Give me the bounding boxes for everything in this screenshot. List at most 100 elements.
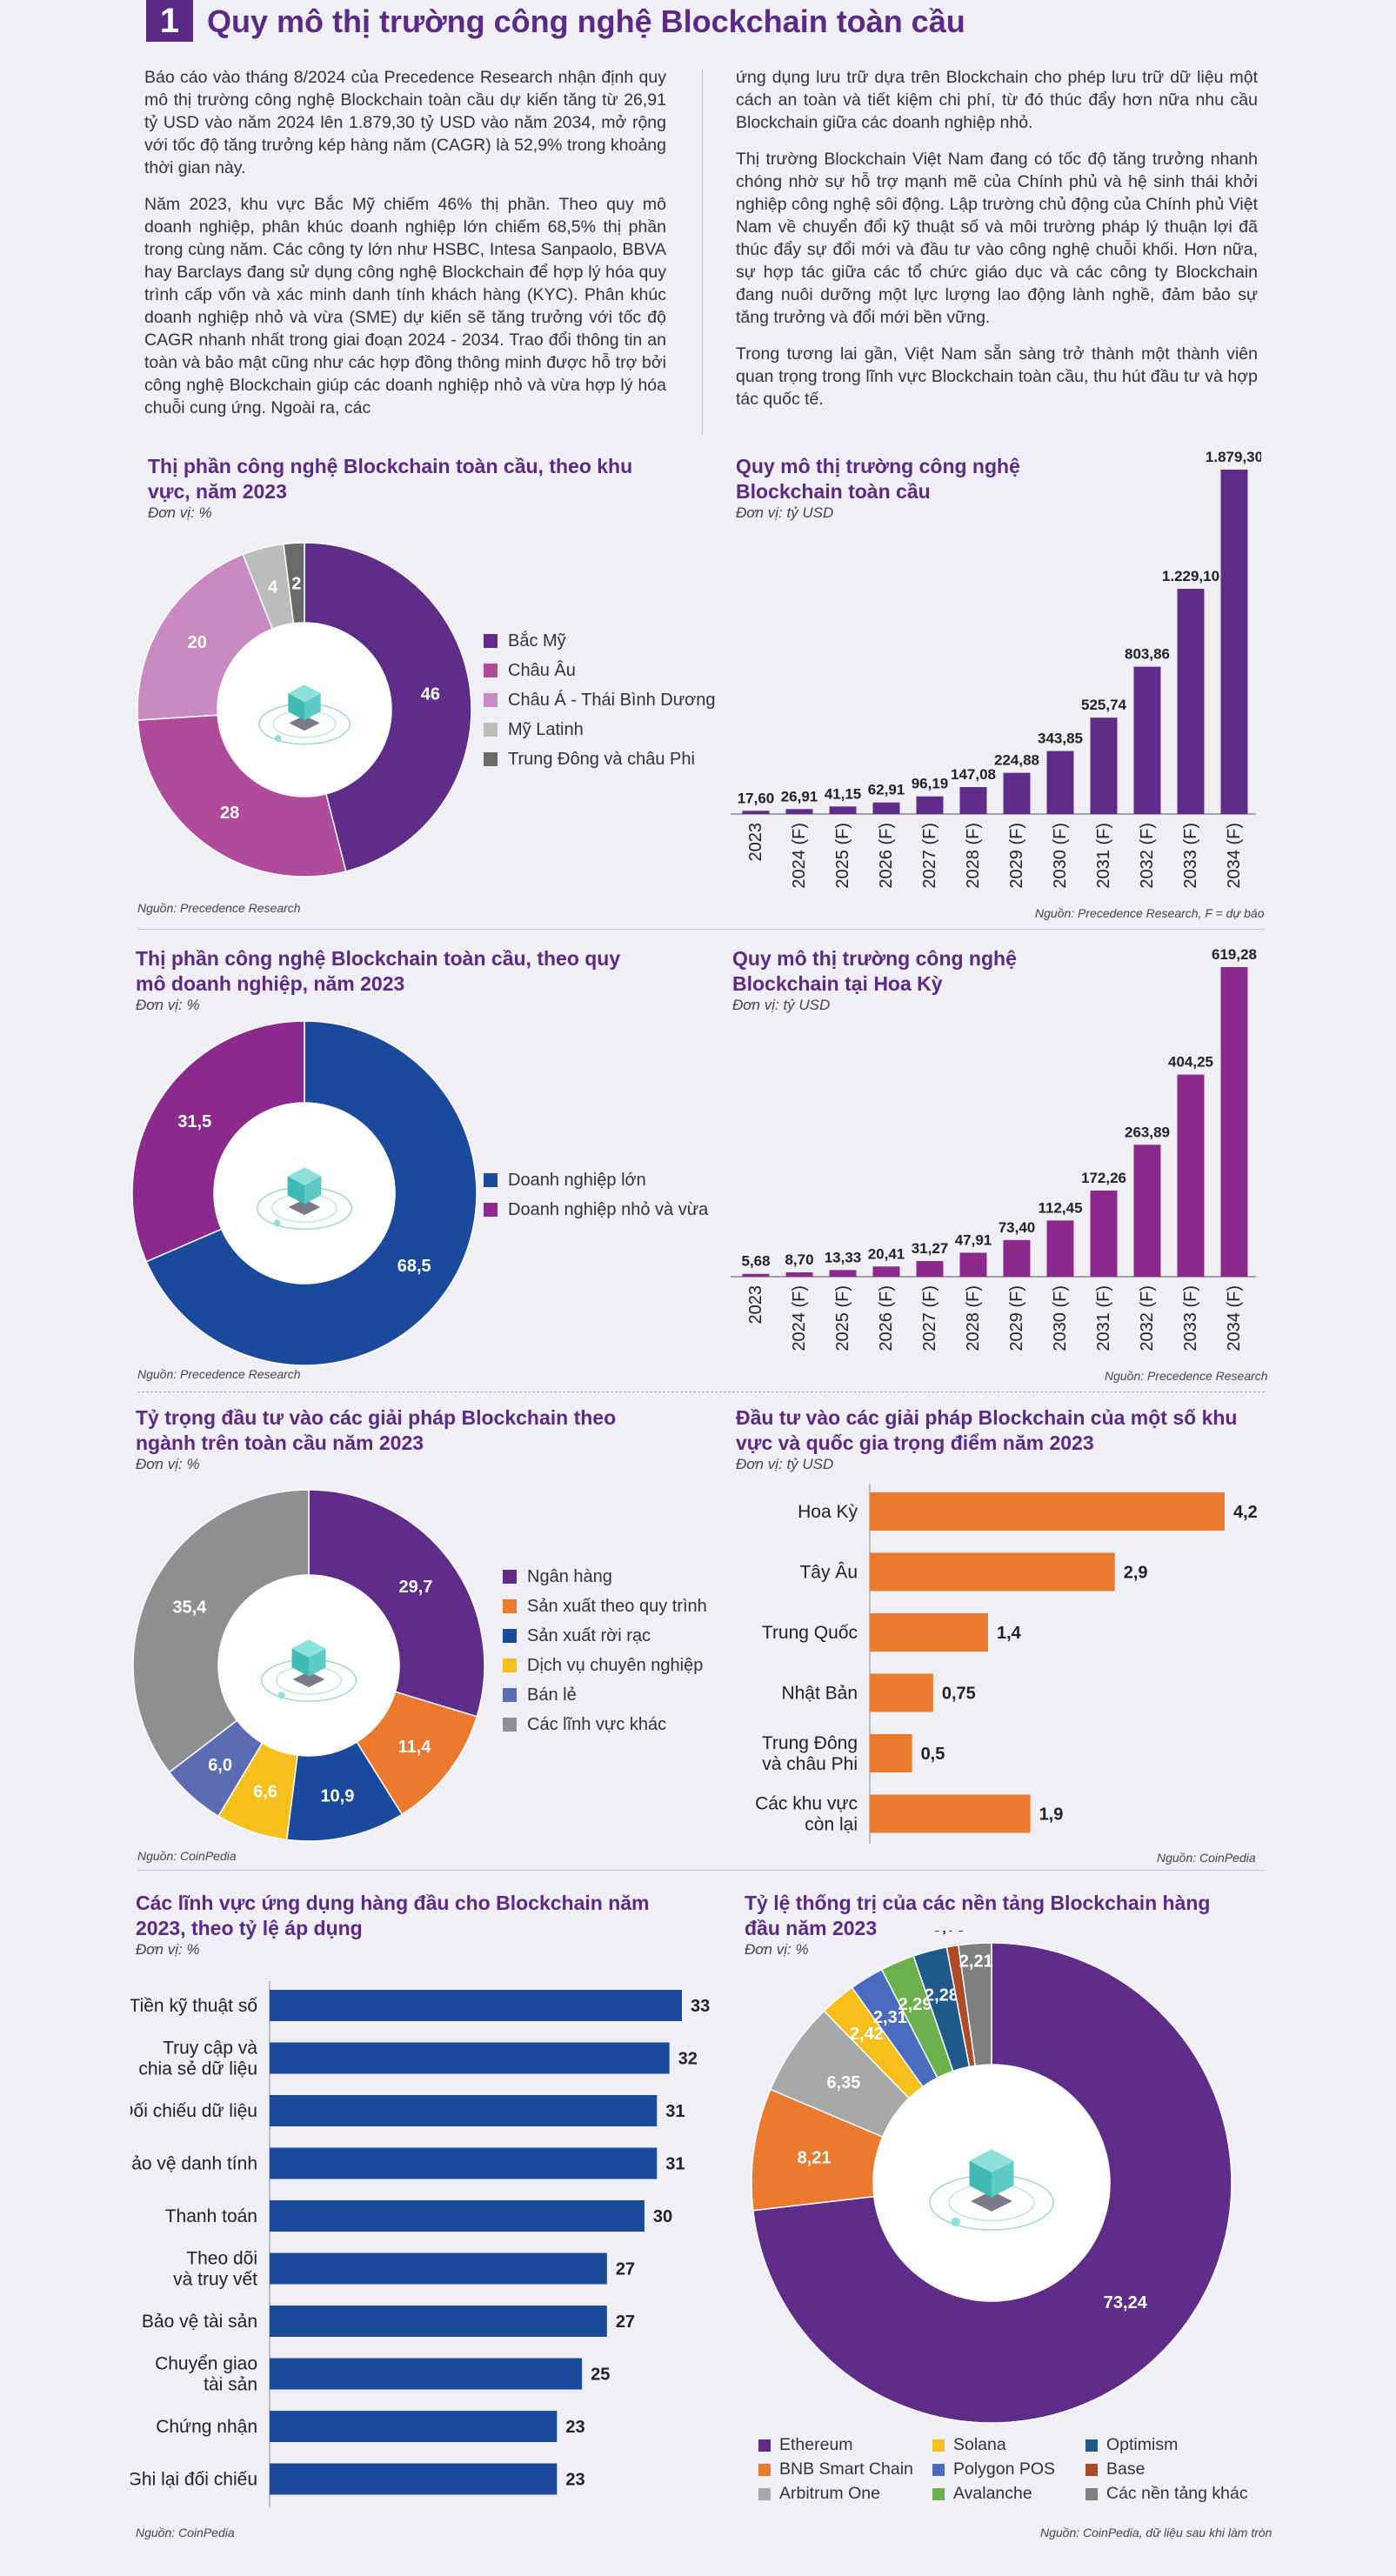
category-label-thanh-toan: Thanh toán [165, 2206, 257, 2226]
bar-value-cac-khu-vuc-con-lai: 1,9 [1039, 1805, 1064, 1825]
bar-value-2032-f: 263,89 [1125, 1124, 1170, 1140]
bar-2023 [742, 1273, 770, 1277]
industry-invest-unit: Đơn vị: % [136, 1456, 200, 1472]
slice-label-ethereum: 73,24 [1104, 2293, 1148, 2312]
slice-label-chau-au: 28 [220, 804, 239, 823]
section-divider-3 [137, 1870, 1265, 1871]
category-label-nhat-ban: Nhật Bản [781, 1684, 858, 1704]
slice-label-my-latinh: 4 [268, 578, 278, 597]
legend-label: Các lĩnh vực khác [527, 1714, 667, 1734]
bar-value-2028-f: 147,08 [951, 766, 996, 783]
bar-value-nhat-ban: 0,75 [942, 1685, 976, 1704]
legend-label: Sản xuất rời rạc [527, 1625, 651, 1645]
use-cases-source: Nguồn: CoinPedia [136, 2526, 235, 2539]
size-share-title: Thị phần công nghệ Blockchain toàn cầu, … [136, 947, 621, 995]
legend-swatch [932, 2487, 945, 2500]
slice-trung-dong-va-chau-phi [283, 542, 305, 624]
bar-value-chung-nhan: 23 [565, 2418, 584, 2437]
legend-item-base: Base [1085, 2459, 1145, 2479]
bar-value-thanh-toan: 30 [653, 2207, 672, 2226]
legend-label: Ngân hàng [527, 1566, 612, 1586]
category-label-ghi-lai-doi-chieu: Ghi lại đối chiếu [130, 2470, 257, 2490]
use-cases-panel: Các lĩnh vực ứng dụng hàng đầu cho Block… [136, 1891, 692, 1959]
legend-label: Bán lẻ [527, 1685, 577, 1705]
us-market-unit: Đơn vị: tỷ USD [732, 997, 831, 1013]
slice-label-ban-le: 6,0 [208, 1756, 232, 1775]
tick-label-2028-f: 2028 (F) [964, 1285, 983, 1351]
legend-item-chau-a-thai-binh-duong: Châu Á - Thái Bình Dương [484, 685, 715, 715]
section-divider-1 [137, 929, 1265, 930]
bar-2025-f [829, 1270, 857, 1277]
category-label-tien-ky-thuat-so: Tiền kỹ thuật số [130, 1996, 257, 2016]
legend-label: Bắc Mỹ [508, 631, 566, 651]
intro-left-column: Báo cáo vào tháng 8/2024 của Precedence … [144, 66, 666, 433]
legend-swatch [484, 664, 498, 677]
category-label-cac-khu-vuc-con-lai: Các khu vực còn lại [755, 1794, 858, 1835]
category-label-doi-chieu-du-lieu: Đối chiếu dữ liệu [130, 2101, 257, 2121]
legend-label: BNB Smart Chain [779, 2459, 913, 2479]
tick-label-2027-f: 2027 (F) [920, 1285, 939, 1351]
industry-invest-title: Tỷ trọng đầu tư vào các giải pháp Blockc… [136, 1406, 617, 1454]
bar-value-2032-f: 803,86 [1125, 646, 1170, 663]
legend-label: Avalanche [953, 2484, 1032, 2503]
category-label-trung-dong-va-chau-phi: Trung Đông và châu Phi [762, 1733, 858, 1774]
region-share-panel: Thị phần công nghệ Blockchain toàn cầu, … [148, 454, 635, 522]
bar-2023 [742, 811, 770, 814]
tick-label-2030-f: 2030 (F) [1051, 823, 1070, 889]
intro-right-paragraph-2: Thị trường Blockchain Việt Nam đang có t… [736, 150, 1258, 327]
tick-label-2027-f: 2027 (F) [920, 823, 939, 889]
slice-chau-au [137, 714, 347, 878]
legend-item-polygon-pos: Polygon POS [932, 2459, 1055, 2479]
bar-2030-f [1046, 751, 1074, 814]
bar-2030-f [1046, 1220, 1074, 1277]
tick-label-2031-f: 2031 (F) [1094, 1285, 1113, 1351]
legend-swatch [503, 1629, 517, 1643]
bar-value-truy-cap-va-chia-se-du-lieu: 32 [678, 2050, 698, 2069]
bar-2033-f [1177, 589, 1205, 814]
legend-item-chau-au: Châu Âu [484, 656, 715, 685]
legend-label: Optimism [1106, 2435, 1179, 2454]
bar-2024-f [785, 809, 813, 814]
legend-label: Sản xuất theo quy trình [527, 1596, 707, 1616]
legend-label: Dịch vụ chuyên nghiệp [527, 1655, 704, 1675]
slice-doanh-nghiep-nho-va-vua [131, 1020, 305, 1263]
legend-swatch [1085, 2487, 1098, 2500]
bar-hoa-ky [870, 1492, 1225, 1531]
category-label-bao-ve-tai-san: Bảo vệ tài sản [142, 2312, 257, 2332]
slice-label-chau-a-thai-binh-duong: 20 [188, 633, 207, 652]
bar-2027-f [916, 796, 944, 814]
platform-share-panel: Tỷ lệ thống trị của các nền tảng Blockch… [745, 1891, 1232, 1959]
tick-label-2033-f: 2033 (F) [1181, 1285, 1200, 1351]
bar-thanh-toan [270, 2200, 645, 2232]
bar-2027-f [916, 1261, 944, 1277]
legend-item-cac-nen-tang-khac: Các nền tảng khác [1085, 2484, 1248, 2504]
bar-value-bao-ve-danh-tinh: 31 [665, 2155, 685, 2174]
bar-value-hoa-ky: 4,2 [1233, 1503, 1258, 1522]
us-market-source: Nguồn: Precedence Research [1105, 1369, 1268, 1383]
slice-label-bac-my: 46 [421, 685, 440, 704]
bar-value-2029-f: 73,40 [999, 1219, 1036, 1236]
bar-value-2026-f: 20,41 [868, 1245, 905, 1262]
bar-value-trung-quoc: 1,4 [997, 1624, 1022, 1643]
intro-right-paragraph-3: Trong tương lai gần, Việt Nam sẵn sàng t… [736, 344, 1258, 409]
bar-chung-nhan [270, 2411, 558, 2442]
bar-2024-f [785, 1271, 813, 1277]
tick-label-2034-f: 2034 (F) [1225, 1285, 1244, 1351]
region-share-legend: Bắc Mỹ Châu Âu Châu Á - Thái Bình Dương Mỹ … [484, 626, 715, 774]
tick-label-2023: 2023 [746, 1285, 765, 1325]
bar-value-2031-f: 525,74 [1081, 697, 1127, 713]
legend-label: Trung Đông và châu Phi [508, 749, 695, 769]
bar-value-2025-f: 41,15 [825, 785, 862, 802]
legend-swatch [484, 693, 498, 707]
bar-value-2023: 17,60 [738, 790, 775, 806]
platform-share-donut: 73,24 8,21 6,35 2,422,312,292,28 0,79 2,21 [751, 1931, 1232, 2424]
legend-swatch [503, 1688, 517, 1702]
legend-item-arbitrum-one: Arbitrum One [758, 2484, 880, 2504]
bar-2032-f [1133, 666, 1161, 814]
industry-invest-source: Nguồn: CoinPedia [137, 1849, 237, 1863]
bar-value-2025-f: 13,33 [825, 1249, 862, 1265]
legend-swatch [758, 2439, 771, 2452]
bar-cac-khu-vuc-con-lai [870, 1794, 1031, 1833]
column-divider [702, 70, 703, 435]
bar-nhat-ban [870, 1673, 933, 1712]
